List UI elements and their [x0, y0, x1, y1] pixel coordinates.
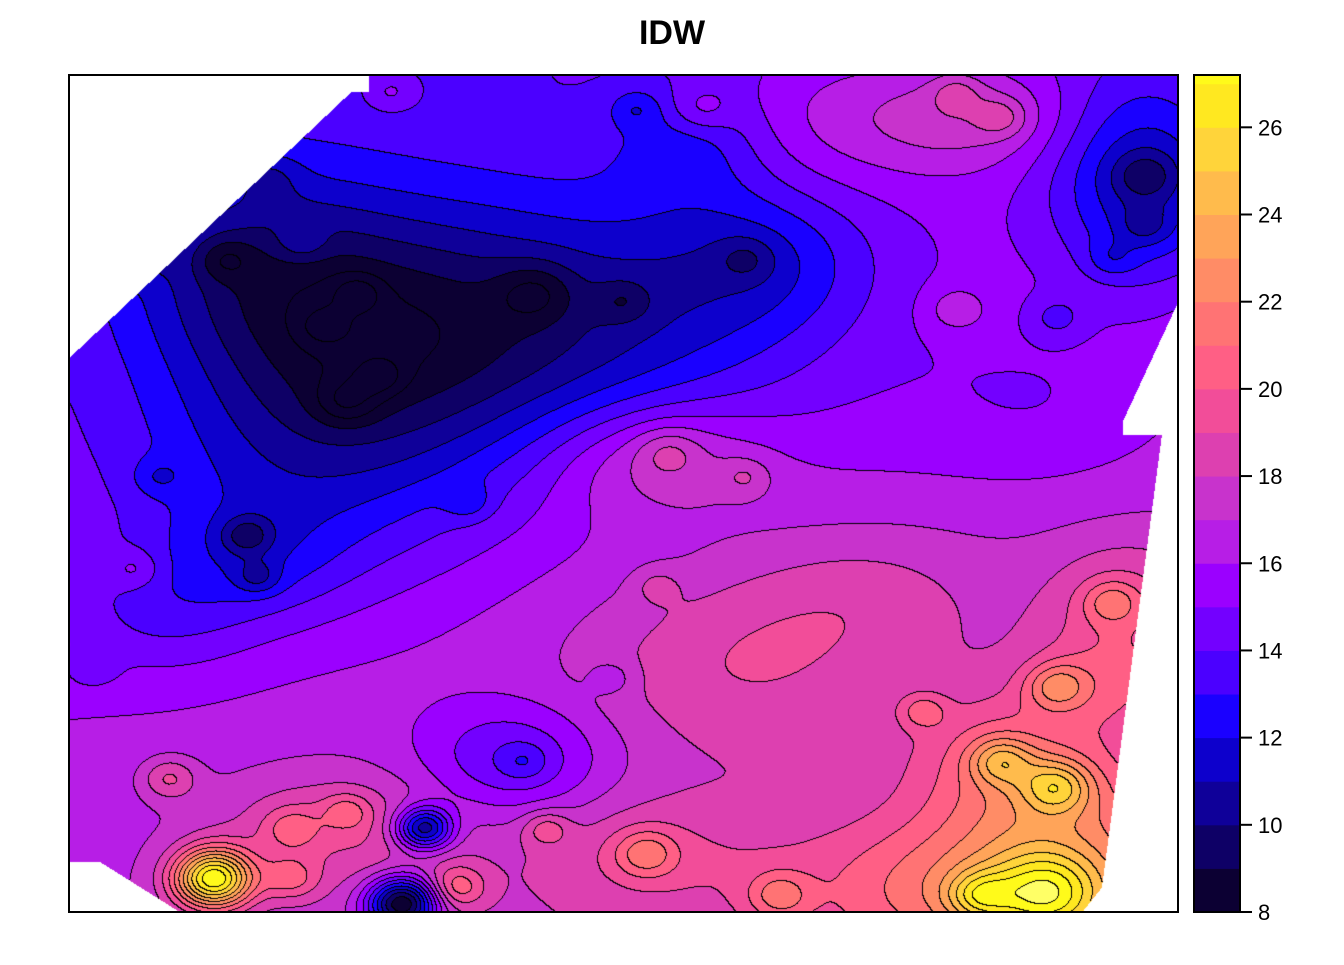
colorbar-tick-label: 18 — [1258, 464, 1282, 489]
colorbar-band — [1194, 388, 1240, 433]
chart-title: IDW — [639, 14, 706, 52]
colorbar-tick-label: 24 — [1258, 203, 1282, 228]
colorbar-band — [1194, 301, 1240, 346]
colorbar-band — [1194, 127, 1240, 172]
colorbar-band — [1194, 650, 1240, 695]
colorbar-tick-label: 20 — [1258, 377, 1282, 402]
colorbar-frame — [1193, 74, 1241, 913]
colorbar-band — [1194, 737, 1240, 782]
colorbar-tick-label: 8 — [1258, 900, 1270, 925]
colorbar-band — [1194, 519, 1240, 564]
colorbar-band — [1194, 170, 1240, 215]
colorbar-band — [1194, 606, 1240, 651]
colorbar-tick-label: 14 — [1258, 638, 1282, 663]
heatmap-field — [69, 75, 1178, 912]
colorbar-band — [1194, 868, 1240, 913]
colorbar-band — [1194, 781, 1240, 826]
colorbar-band — [1194, 563, 1240, 608]
colorbar-band — [1194, 824, 1240, 869]
colorbar-tick-label: 26 — [1258, 115, 1282, 140]
colorbar-band — [1194, 694, 1240, 739]
colorbar: 8 10 12 14 16 18 20 22 24 26 — [1193, 74, 1282, 925]
colorbar-tick-label: 12 — [1258, 726, 1282, 751]
colorbar-tick-label: 22 — [1258, 290, 1282, 315]
colorbar-band — [1194, 214, 1240, 259]
colorbar-tick-label: 10 — [1258, 813, 1282, 838]
colorbar-band — [1194, 83, 1240, 128]
colorbar-band — [1194, 476, 1240, 521]
colorbar-band — [1194, 258, 1240, 303]
colorbar-band — [1194, 432, 1240, 477]
colorbar-band — [1194, 75, 1240, 85]
colorbar-tick-label: 16 — [1258, 551, 1282, 576]
plot-frame — [68, 74, 1179, 913]
colorbar-band — [1194, 345, 1240, 390]
